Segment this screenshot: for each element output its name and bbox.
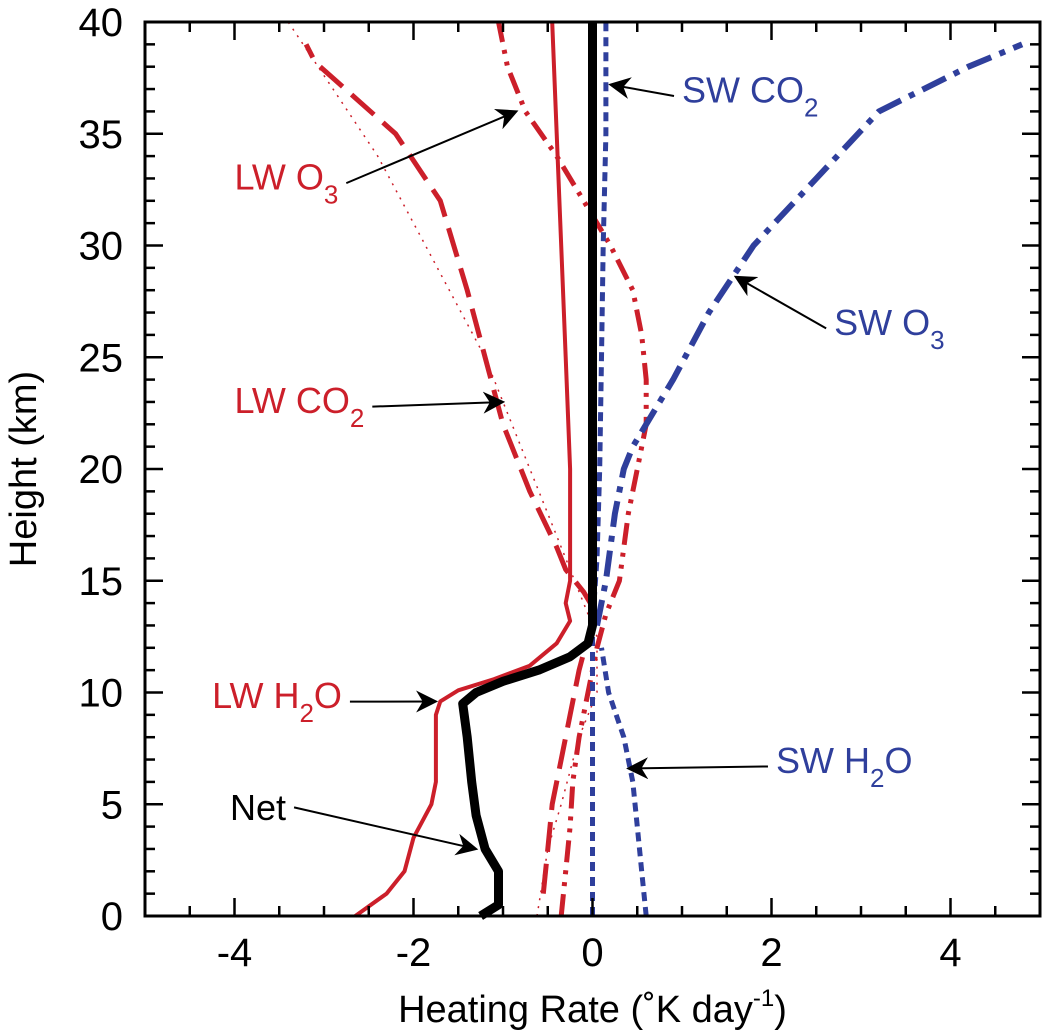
annotation-label: LW H2O: [212, 675, 342, 728]
annotation-lw-h2o: LW H2O: [212, 675, 439, 728]
series-lw-dotted: [287, 21, 598, 917]
x-tick-label: 4: [939, 931, 961, 975]
annotation-arrow: [293, 806, 479, 856]
y-tick-label: 15: [79, 560, 124, 604]
x-axis-title: Heating Rate (˚K day-1): [398, 985, 787, 1031]
series-sw-h2o: [599, 647, 649, 917]
x-tick-label: 0: [581, 931, 603, 975]
x-tick-label: 2: [760, 931, 782, 975]
annotation-arrow: [733, 275, 827, 330]
annotation-label: SW H2O: [776, 740, 912, 793]
annotation-label: SW O3: [834, 302, 944, 355]
annotation-sw-h2o: SW H2O: [626, 740, 912, 793]
annotation-arrow: [608, 77, 675, 99]
annotation-arrow: [372, 391, 506, 414]
y-tick-label: 20: [79, 448, 124, 492]
annotation-lw-co2: LW CO2: [235, 380, 506, 433]
x-tick-label: -2: [396, 931, 432, 975]
annotation-label: LW CO2: [235, 380, 365, 433]
y-axis-title: Height (km): [3, 371, 45, 567]
y-tick-label: 35: [79, 113, 124, 157]
annotation-label: LW O3: [235, 157, 339, 210]
x-tick-label: -4: [217, 931, 253, 975]
annotation-label: SW CO2: [682, 69, 818, 122]
annotation-layer: SW CO2 LW O3 SW O3 LW CO2 LW H2O SW H2O Net: [212, 69, 945, 856]
y-tick-label: 30: [79, 225, 124, 269]
annotation-arrow: [626, 757, 768, 780]
y-tick-label: 40: [79, 1, 124, 45]
annotation-sw-co2: SW CO2: [608, 69, 818, 122]
series-lw-o3: [496, 21, 649, 917]
y-tick-label: 0: [101, 895, 123, 939]
annotation-lw-o3: LW O3: [235, 108, 519, 210]
series-lw-co2: [303, 43, 600, 894]
annotation-net: Net: [230, 787, 479, 856]
series-layer: [287, 21, 1024, 920]
annotation-arrow: [345, 108, 519, 185]
annotation-label: Net: [230, 787, 286, 828]
series-net: [458, 22, 597, 920]
series-lw-h2o: [354, 21, 573, 918]
y-tick-label: 25: [79, 336, 124, 380]
y-tick-label: 5: [101, 783, 123, 827]
series-sw-o3: [594, 41, 1024, 627]
annotation-sw-o3: SW O3: [733, 275, 945, 355]
y-tick-label: 10: [79, 672, 124, 716]
